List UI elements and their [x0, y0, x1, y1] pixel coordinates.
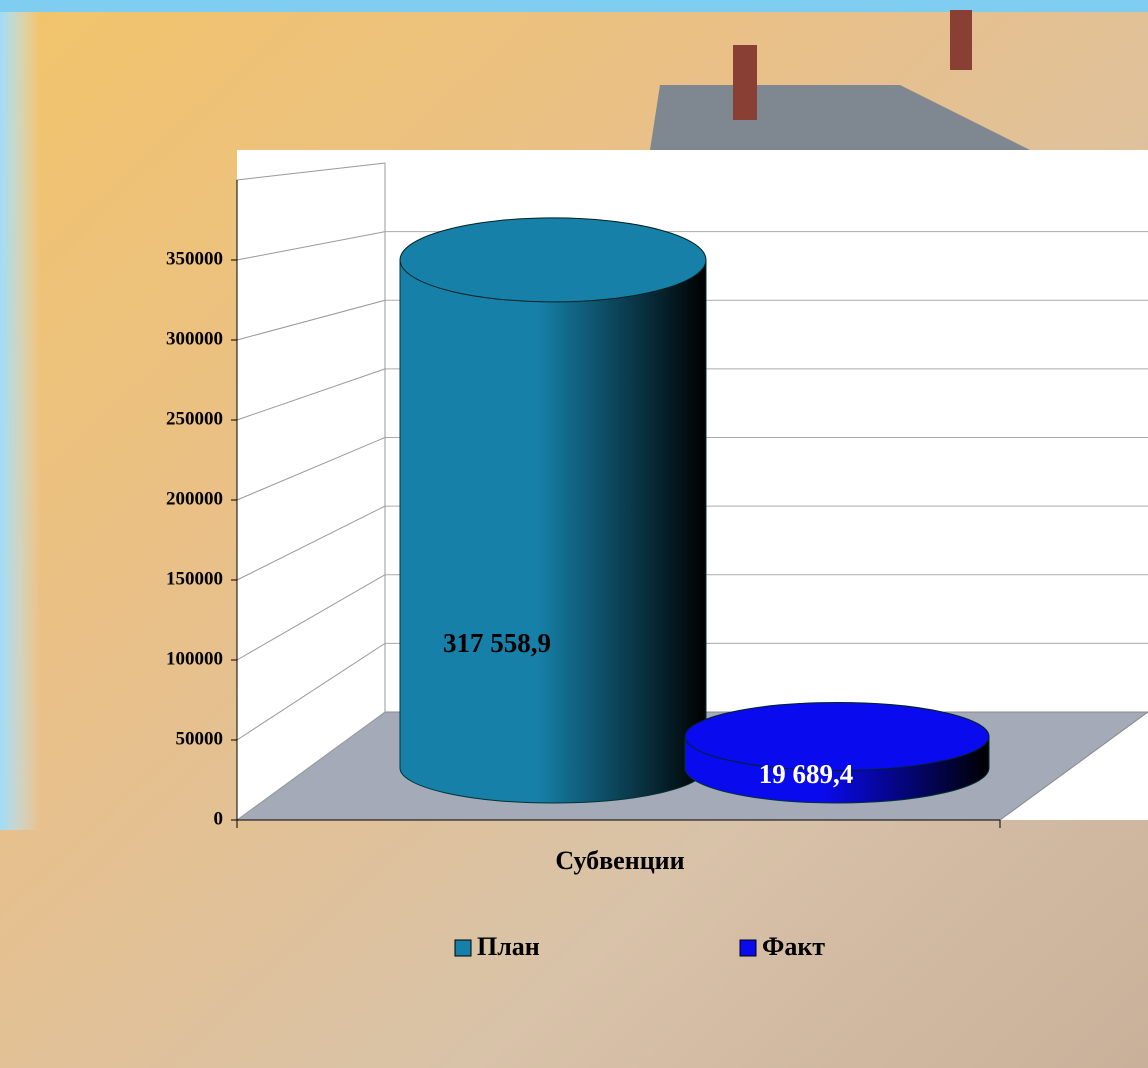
legend-swatch	[740, 940, 756, 956]
y-tick-label: 350000	[166, 248, 223, 269]
chart: 0 50000 100000 150000 200000 250000 300000 3500…	[0, 0, 1148, 1068]
legend-label: План	[477, 932, 540, 961]
cylinder-top	[400, 218, 706, 302]
chimney	[733, 45, 757, 120]
side-strip	[0, 0, 40, 830]
chimney	[950, 10, 972, 70]
data-label: 317 558,9	[443, 628, 551, 658]
y-tick-label: 150000	[166, 568, 223, 589]
legend-label: Факт	[762, 932, 825, 961]
y-tick-label: 250000	[166, 408, 223, 429]
y-tick-label: 0	[214, 808, 224, 829]
y-tick-label: 50000	[176, 728, 224, 749]
legend-swatch	[455, 940, 471, 956]
y-tick-label: 200000	[166, 488, 223, 509]
y-tick-label: 100000	[166, 648, 223, 669]
page: 0 50000 100000 150000 200000 250000 300000 3500…	[0, 0, 1148, 1068]
x-tick-label: Субвенции	[555, 846, 684, 875]
y-tick-label: 300000	[166, 328, 223, 349]
cylinder-body	[400, 260, 706, 803]
side-wall	[237, 163, 385, 820]
data-label: 19 689,4	[759, 759, 854, 789]
top-strip	[0, 0, 1148, 12]
